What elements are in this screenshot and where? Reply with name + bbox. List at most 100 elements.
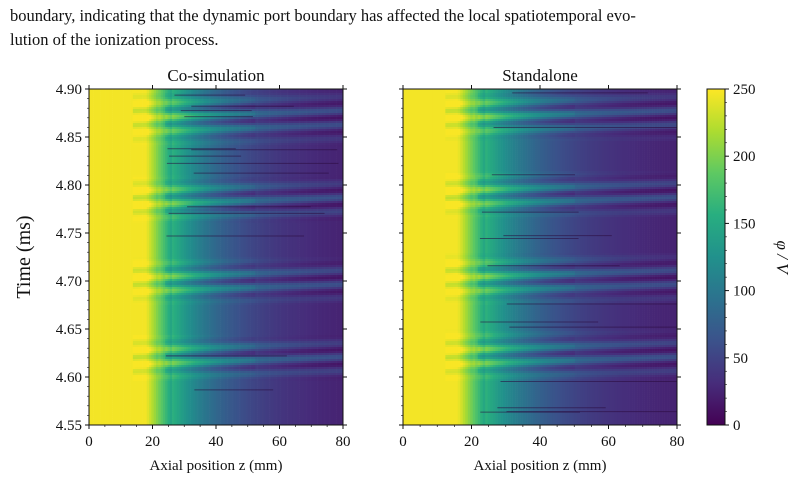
heatmap-cell [102,163,106,166]
heatmap-cell [202,113,205,116]
heatmap-cell [276,143,279,146]
heatmap-cell [287,131,291,134]
heatmap-cell [174,151,178,154]
heatmap-cell [273,131,277,134]
heatmap-cell [285,157,288,160]
heatmap-cell [213,133,217,136]
heatmap-cell [179,161,182,164]
heatmap-cell [116,171,120,174]
heatmap-cell [259,115,263,118]
heatmap-cell [252,173,256,176]
heatmap-cell [266,95,270,98]
heatmap-cell [102,129,106,132]
heatmap-cell [276,141,279,144]
heatmap-cell [333,171,337,174]
heatmap-cell [121,163,124,166]
heatmap-cell [128,159,131,162]
heatmap-cell [299,121,302,124]
heatmap-cell [299,175,302,178]
heatmap-cell [317,111,321,114]
heatmap-cell [91,161,94,164]
heatmap-cell [149,109,152,112]
heatmap-cell [248,89,251,92]
heatmap-cell [220,119,224,122]
heatmap-cell [269,97,272,100]
heatmap-cell [306,167,309,170]
heatmap-cell [289,131,293,134]
heatmap-cell [151,133,154,136]
heatmap-cell [246,167,249,170]
heatmap-cell [287,93,291,96]
heatmap-cell [264,153,268,156]
heatmap-cell [213,137,217,140]
heatmap-cell [276,139,279,142]
heatmap-cell [211,101,214,104]
heatmap-cell [211,141,214,144]
heatmap-cell [329,105,332,108]
heatmap-cell [315,143,318,146]
heatmap-cell [139,91,143,94]
heatmap-cell [303,163,307,166]
heatmap-cell [137,147,141,150]
heatmap-cell [119,173,122,176]
heatmap-cell [257,169,261,172]
heatmap-cell [264,103,268,106]
heatmap-cell [176,123,180,126]
heatmap-cell [114,121,118,124]
heatmap-cell [273,103,277,106]
heatmap-cell [241,133,245,136]
heatmap-cell [174,141,178,144]
heatmap-cell [105,167,108,170]
heatmap-cell [282,125,286,128]
heatmap-cell [243,133,247,136]
heatmap-cell [130,169,134,172]
heatmap-cell [324,107,328,110]
heatmap-cell [167,157,171,160]
heatmap-cell [116,131,120,134]
heatmap-cell [146,161,150,164]
heatmap-cell [266,113,270,116]
heatmap-cell [176,141,180,144]
heatmap-cell [107,173,111,176]
heatmap-cell [312,107,316,110]
heatmap-cell [119,107,122,110]
heatmap-cell [310,125,314,128]
heatmap-cell [172,143,175,146]
heatmap-cell [326,105,330,108]
heatmap-cell [146,177,150,180]
heatmap-cell [227,159,231,162]
heatmap-cell [116,125,120,128]
heatmap-cell [255,131,258,134]
heatmap-cell [146,103,150,106]
heatmap-cell [248,103,251,106]
heatmap-cell [319,135,323,138]
heatmap-cell [153,109,157,112]
heatmap-cell [273,95,277,98]
heatmap-cell [218,169,221,172]
heatmap-cell [292,175,295,178]
heatmap-cell [315,177,318,180]
heatmap-cell [232,177,235,180]
heatmap-cell [285,93,288,96]
heatmap-cell [333,153,337,156]
heatmap-cell [324,103,328,106]
heatmap-cell [255,97,258,100]
heatmap-cell [162,101,166,104]
heatmap-cell [243,111,247,114]
heatmap-cell [119,155,122,158]
heatmap-cell [329,163,332,166]
heatmap-cell [202,165,205,168]
heatmap-cell [301,99,305,102]
heatmap-cell [271,129,275,132]
heatmap-cell [248,119,251,122]
heatmap-cell [285,143,288,146]
heatmap-cell [259,127,263,130]
heatmap-cell [172,171,175,174]
heatmap-cell [211,119,214,122]
heatmap-cell [89,95,92,98]
heatmap-cell [236,95,240,98]
heatmap-cell [91,177,94,180]
heatmap-cell [211,93,214,96]
heatmap-cell [199,145,203,148]
heatmap-cell [271,133,275,136]
